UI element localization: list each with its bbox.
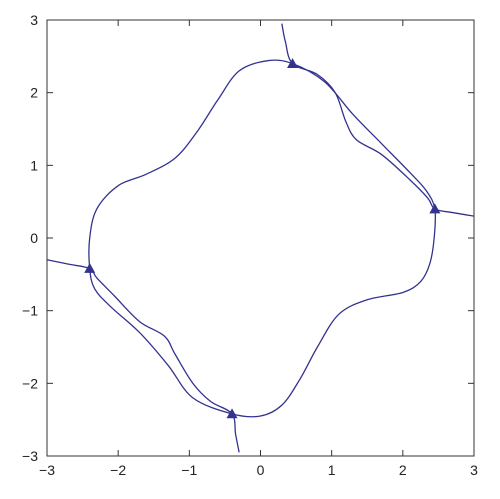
plot-frame bbox=[46, 19, 475, 457]
markers bbox=[84, 58, 441, 419]
x-tick-label: −1 bbox=[181, 462, 197, 478]
y-tick-label: −2 bbox=[22, 375, 38, 391]
x-tick-label: −2 bbox=[110, 462, 126, 478]
x-tick-label: −3 bbox=[39, 462, 55, 478]
y-tick-label: −1 bbox=[22, 303, 38, 319]
axis-ticks bbox=[46, 19, 475, 457]
y-tick-label: 3 bbox=[30, 12, 38, 28]
y-tick-label: 0 bbox=[30, 230, 38, 246]
x-tick-label: 1 bbox=[328, 462, 336, 478]
triangle-marker bbox=[226, 408, 238, 419]
y-tick-label: 2 bbox=[30, 85, 38, 101]
triangle-marker bbox=[84, 263, 96, 273]
x-tick-label: 0 bbox=[257, 462, 265, 478]
x-tick-label: 2 bbox=[399, 462, 407, 478]
tick-labels: −3 −2 −1 0 1 2 3 −3 −2 −1 0 1 2 3 bbox=[22, 12, 478, 478]
y-tick-label: −3 bbox=[22, 448, 38, 464]
triangle-marker bbox=[287, 58, 299, 68]
x-tick-label: 3 bbox=[470, 462, 478, 478]
y-tick-label: 1 bbox=[30, 157, 38, 173]
triangle-marker bbox=[429, 203, 441, 214]
